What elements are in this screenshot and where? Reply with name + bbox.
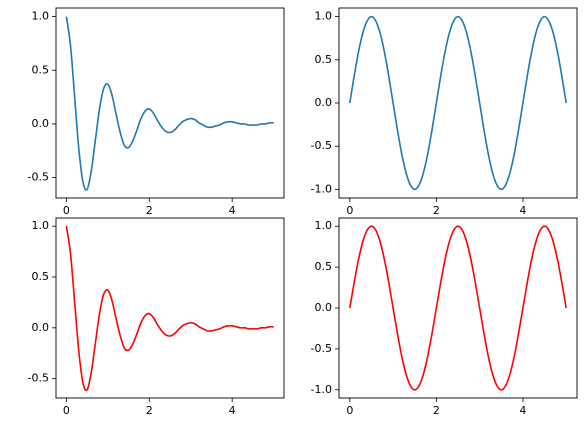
axes-frame — [55, 217, 285, 399]
y-tick-label: 1.0 — [32, 219, 50, 232]
y-tick-label: -1.0 — [311, 182, 332, 195]
x-tick-label: 2 — [146, 404, 153, 417]
y-tick-label: 0.5 — [32, 63, 50, 76]
axes-frame — [338, 7, 578, 199]
x-tick-label: 2 — [146, 204, 153, 217]
x-tick-label: 4 — [519, 204, 526, 217]
x-tick-label: 4 — [229, 204, 236, 217]
y-tick-label: 0.0 — [32, 117, 50, 130]
x-tick-label: 0 — [346, 404, 353, 417]
y-tick-label: 0.5 — [32, 270, 50, 283]
y-tick-label: 1.0 — [315, 10, 333, 23]
line-series — [65, 16, 274, 191]
x-tick-label: 4 — [229, 404, 236, 417]
y-tick-label: 0.5 — [315, 260, 333, 273]
y-tick-label: -0.5 — [28, 372, 49, 385]
y-tick-label: 1.0 — [32, 10, 50, 23]
y-tick-label: -1.0 — [311, 383, 332, 396]
x-tick-label: 0 — [63, 204, 70, 217]
y-tick-label: -0.5 — [311, 139, 332, 152]
y-tick-label: 0.0 — [32, 321, 50, 334]
axes-frame — [55, 7, 285, 199]
y-tick-label: 1.0 — [315, 219, 333, 232]
x-tick-label: 0 — [346, 204, 353, 217]
y-tick-label: -0.5 — [28, 171, 49, 184]
line-series — [349, 15, 567, 191]
y-tick-label: 0.5 — [315, 53, 333, 66]
x-tick-label: 4 — [519, 404, 526, 417]
x-tick-label: 2 — [433, 204, 440, 217]
line-series — [349, 225, 567, 391]
y-tick-label: -0.5 — [311, 342, 332, 355]
y-tick-label: 0.0 — [315, 301, 333, 314]
x-tick-label: 0 — [63, 404, 70, 417]
x-tick-label: 2 — [433, 404, 440, 417]
line-series — [65, 226, 274, 392]
y-tick-label: 0.0 — [315, 96, 333, 109]
axes-frame — [338, 217, 578, 399]
